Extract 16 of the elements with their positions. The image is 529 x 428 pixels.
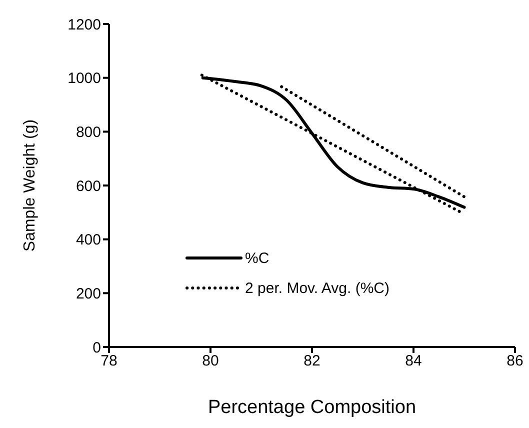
y-tick-label: 200 [76,285,101,302]
x-tick-label: 84 [405,352,422,370]
x-tick-label: 80 [202,352,219,370]
x-tick-label: 86 [506,352,524,370]
y-axis-title: Sample Weight (g) [22,119,39,252]
y-tick-label: 0 [92,339,101,356]
y-tick-label: 800 [76,124,101,141]
y-tick-label: 400 [76,232,101,249]
legend-label: 2 per. Mov. Avg. (%C) [245,280,390,296]
y-tick-label: 1200 [68,16,101,34]
x-axis-title: Percentage Composition [208,397,416,418]
y-tick-label: 600 [76,178,101,195]
x-tick-label: 82 [304,352,320,370]
y-tick-label: 1000 [68,70,101,88]
x-tick-label: 78 [100,352,118,370]
legend-label: %C [245,250,270,266]
